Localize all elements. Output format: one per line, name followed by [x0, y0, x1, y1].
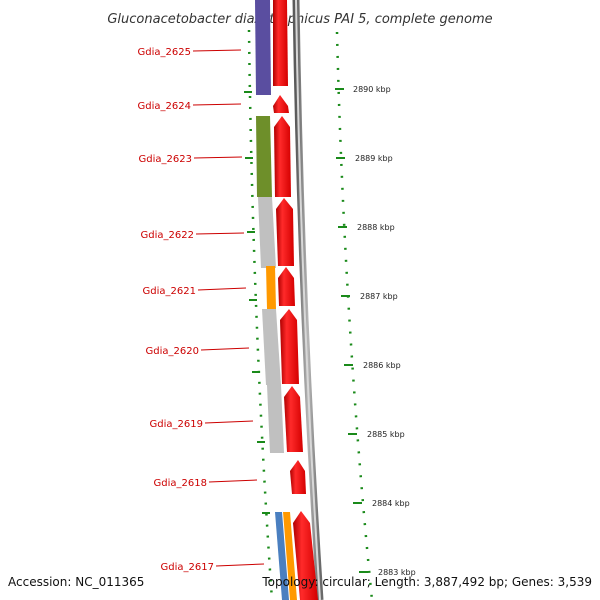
scale-label-2890: 2890 kbp	[353, 85, 391, 94]
gene-arrow-gdia-2622[interactable]	[276, 198, 294, 266]
gene-leader-gdia-2618	[208, 479, 258, 483]
cog-segment-gdia-2619[interactable]	[267, 385, 284, 453]
accession-text: Accession: NC_011365	[8, 575, 144, 589]
gene-label-gdia-2617[interactable]: Gdia_2617	[161, 562, 214, 573]
gene-arrow-gdia-2625[interactable]	[273, 0, 288, 86]
gene-labels: Gdia_2625 Gdia_2624 Gdia_2623 Gdia_2622 …	[138, 47, 265, 573]
gene-arrow-gdia-2624[interactable]	[273, 95, 289, 113]
map-title: Gluconacetobacter diazotrophicus PAI 5, …	[107, 12, 492, 27]
gene-arrow-gdia-2621[interactable]	[278, 267, 295, 306]
scale-label-2889: 2889 kbp	[355, 154, 393, 163]
scale-label-2883: 2883 kbp	[378, 568, 416, 577]
genome-backbone	[292, 0, 324, 600]
gene-label-gdia-2618[interactable]: Gdia_2618	[154, 478, 207, 489]
scale-track-dots	[335, 31, 374, 600]
gene-label-gdia-2624[interactable]: Gdia_2624	[138, 101, 191, 112]
cog-segment-gdia-2625[interactable]	[255, 0, 271, 95]
gene-label-gdia-2619[interactable]: Gdia_2619	[150, 419, 203, 430]
gene-label-gdia-2625[interactable]: Gdia_2625	[138, 47, 191, 58]
gene-leader-gdia-2623	[193, 156, 243, 159]
scale-label-2888: 2888 kbp	[357, 223, 395, 232]
cog-segment-gdia-2622[interactable]	[258, 197, 276, 268]
gene-leader-gdia-2617	[215, 563, 265, 567]
scale-ticks: 2890 kbp 2889 kbp 2888 kbp 2887 kbp 2886…	[335, 85, 416, 577]
gene-arrow-gdia-2623[interactable]	[274, 116, 291, 197]
scale-label-2885: 2885 kbp	[367, 430, 405, 439]
inner-tick-marks	[244, 91, 270, 514]
gene-leader-gdia-2622	[195, 232, 245, 235]
gene-label-gdia-2621[interactable]: Gdia_2621	[143, 286, 196, 297]
topology-text: Topology: circular; Length: 3,887,492 bp…	[261, 575, 592, 589]
gene-label-gdia-2623[interactable]: Gdia_2623	[139, 154, 192, 165]
gene-leader-gdia-2620	[200, 347, 250, 351]
cog-segment-gdia-2620[interactable]	[262, 309, 281, 385]
gene-arrow-gdia-2617[interactable]	[293, 511, 318, 600]
cog-segment-gdia-2623[interactable]	[256, 116, 272, 197]
cog-segment-gdia-2621[interactable]	[266, 266, 276, 309]
cog-ring	[255, 0, 297, 600]
gene-leader-gdia-2624	[192, 103, 242, 106]
scale-label-2884: 2884 kbp	[372, 499, 410, 508]
scale-label-2887: 2887 kbp	[360, 292, 398, 301]
scale-label-2886: 2886 kbp	[363, 361, 401, 370]
cog-segment-gdia-2617-a[interactable]	[275, 512, 289, 600]
gene-track	[273, 0, 318, 600]
gene-arrow-gdia-2620[interactable]	[280, 309, 299, 384]
gene-label-gdia-2622[interactable]: Gdia_2622	[141, 230, 194, 241]
gene-leader-gdia-2619	[204, 420, 254, 424]
gene-label-gdia-2620[interactable]: Gdia_2620	[146, 346, 199, 357]
gene-leader-gdia-2625	[192, 49, 242, 52]
gene-arrow-gdia-2619[interactable]	[284, 386, 303, 452]
cog-segment-gdia-2617-b[interactable]	[283, 512, 297, 600]
gene-leader-gdia-2621	[197, 287, 247, 291]
gene-arrow-gdia-2618[interactable]	[290, 460, 306, 494]
genome-backbone-highlight	[295, 0, 321, 600]
